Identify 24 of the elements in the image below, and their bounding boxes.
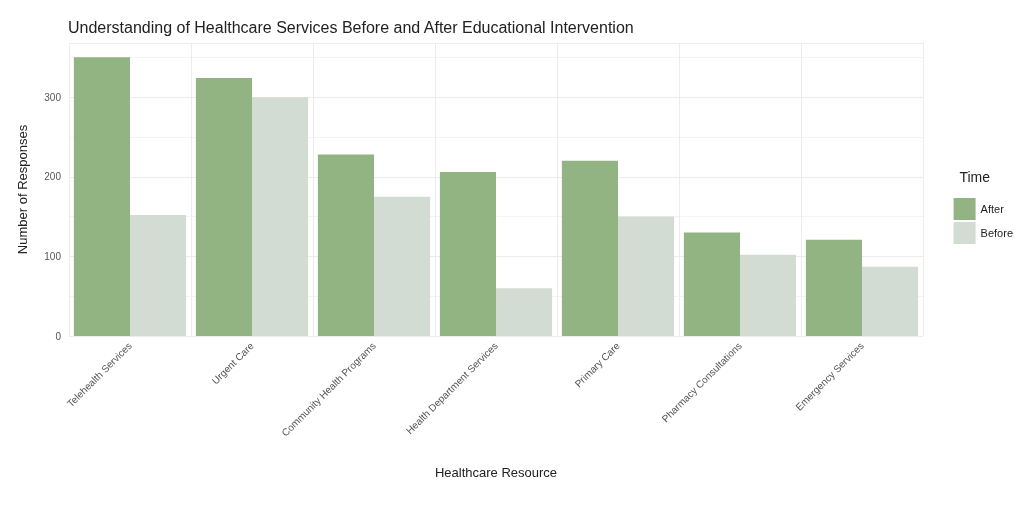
bar xyxy=(439,171,496,336)
bar xyxy=(195,78,252,336)
bar xyxy=(317,154,374,336)
bar xyxy=(618,216,675,336)
x-axis-title: Healthcare Resource xyxy=(434,465,558,480)
bar xyxy=(862,266,919,336)
bar xyxy=(805,239,862,336)
y-axis-title: Number of Responses xyxy=(15,124,30,255)
y-tick-label: 300 xyxy=(44,91,62,103)
bar xyxy=(740,254,797,336)
bar xyxy=(374,196,431,336)
y-tick-label: 0 xyxy=(55,330,62,342)
y-tick-label: 100 xyxy=(44,250,62,262)
bar xyxy=(683,232,740,336)
legend-label: Before xyxy=(980,227,1014,239)
bar xyxy=(252,97,309,336)
bar xyxy=(496,288,553,336)
legend-label: After xyxy=(980,203,1005,215)
bar xyxy=(561,160,618,336)
bar xyxy=(73,57,130,336)
legend-title: Time xyxy=(959,169,991,185)
y-tick-label: 200 xyxy=(44,171,62,183)
bar xyxy=(130,214,187,336)
chart-title: Understanding of Healthcare Services Before and After Educational Intervention xyxy=(68,18,634,36)
